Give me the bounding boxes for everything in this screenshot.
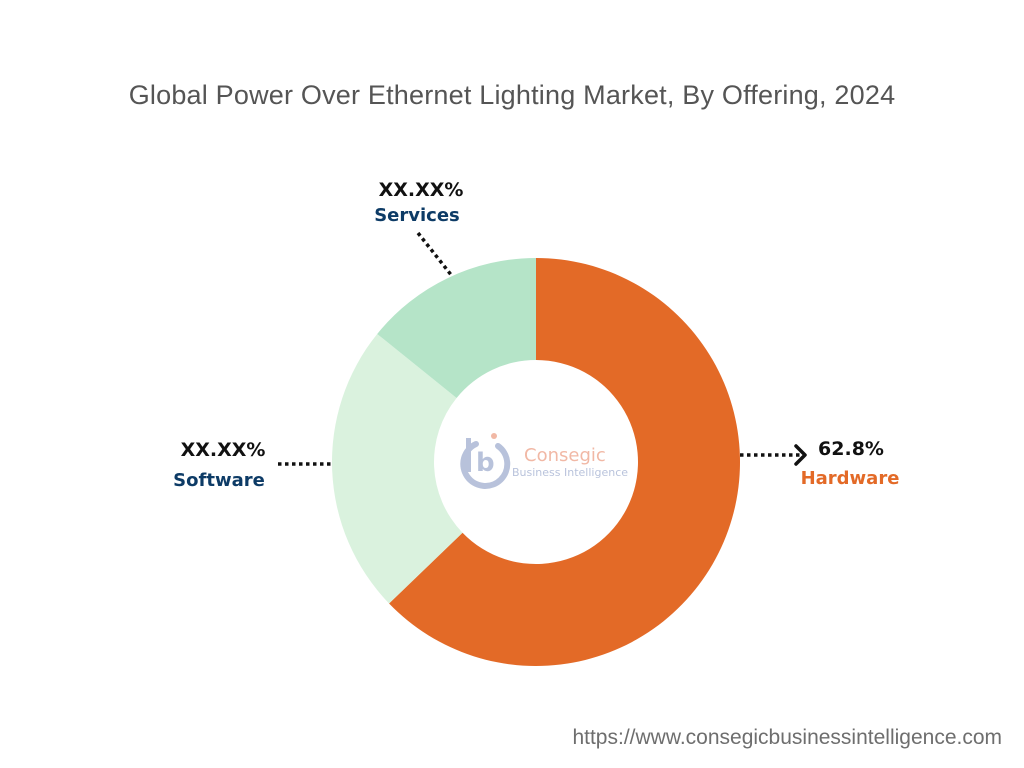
logo-arc xyxy=(460,441,511,489)
hardware-value-label: 62.8% xyxy=(818,438,884,460)
logo-letter: b xyxy=(476,448,495,478)
logo-name: Consegic xyxy=(524,445,606,466)
slice-software xyxy=(331,333,463,604)
services-category-label: Services xyxy=(374,205,460,226)
logo-bar xyxy=(466,438,471,472)
services-value-label: XX.XX% xyxy=(379,179,464,201)
services-leader-line xyxy=(416,231,454,278)
consegic-logo: b Consegic Business Intelligence xyxy=(460,433,628,489)
slice-services xyxy=(377,258,536,398)
logo-dot xyxy=(491,433,497,439)
slice-hardware xyxy=(389,258,741,666)
software-category-label: Software xyxy=(173,470,265,491)
source-url[interactable]: https://www.consegicbusinessintelligence… xyxy=(572,726,1002,749)
hardware-arrow-head xyxy=(794,444,807,466)
logo-tagline: Business Intelligence xyxy=(512,466,628,479)
hardware-category-label: Hardware xyxy=(801,468,900,489)
donut-slices xyxy=(331,258,741,666)
software-value-label: XX.XX% xyxy=(181,439,266,461)
chart-title: Global Power Over Ethernet Lighting Mark… xyxy=(128,80,896,110)
